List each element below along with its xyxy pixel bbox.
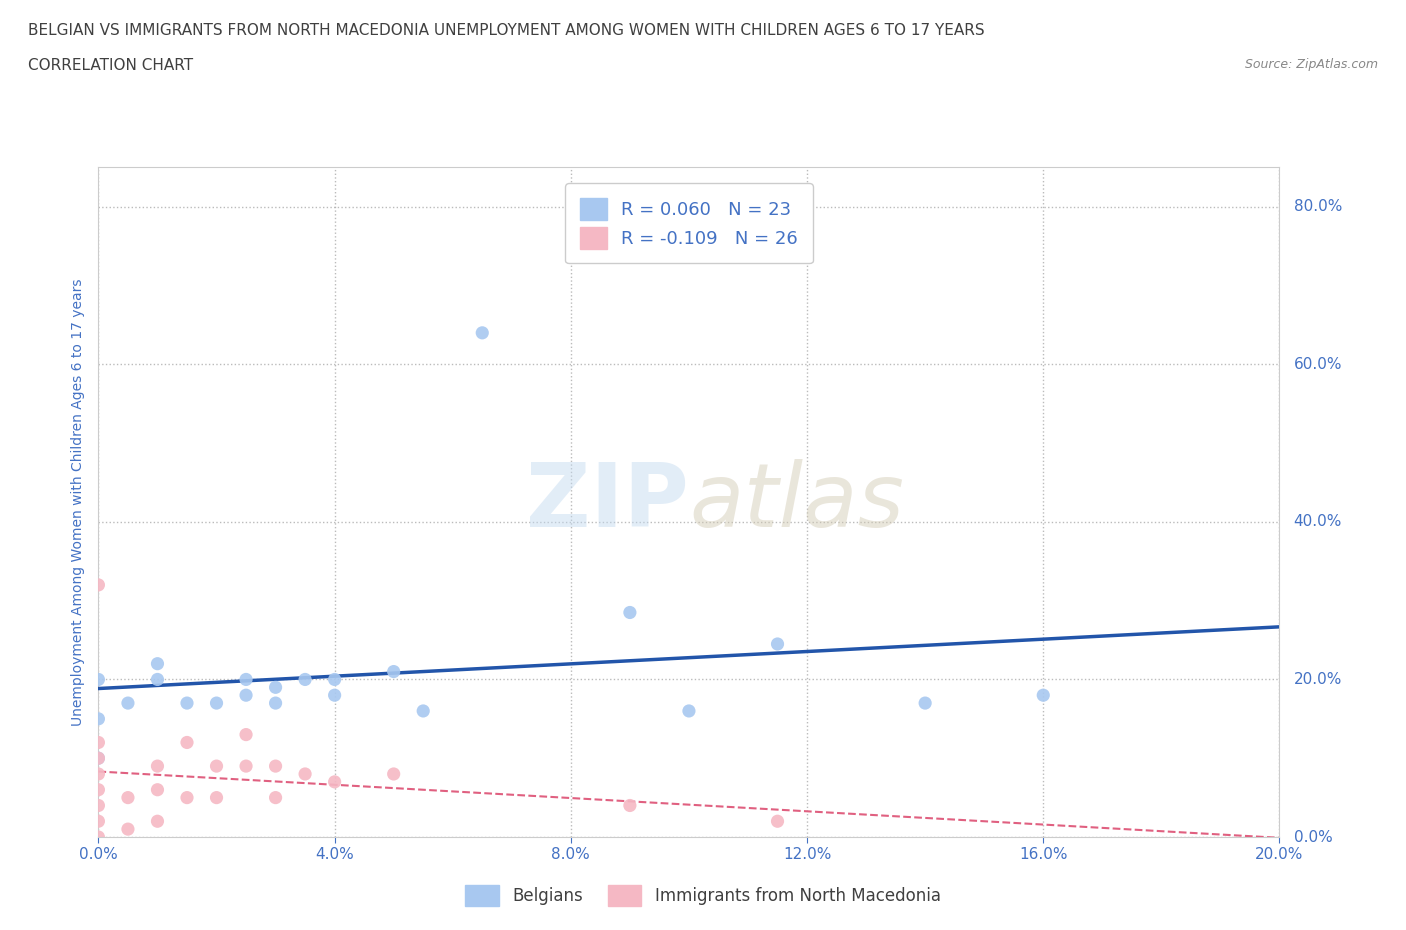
Text: CORRELATION CHART: CORRELATION CHART — [28, 58, 193, 73]
Point — [914, 696, 936, 711]
Point — [87, 814, 110, 829]
Point — [87, 751, 110, 765]
Text: 40.0%: 40.0% — [1294, 514, 1341, 529]
Point — [619, 605, 641, 620]
Point — [176, 790, 198, 805]
Point — [264, 680, 287, 695]
Point — [323, 672, 346, 687]
Point — [117, 790, 139, 805]
Point — [323, 775, 346, 790]
Legend: Belgians, Immigrants from North Macedonia: Belgians, Immigrants from North Macedoni… — [458, 879, 948, 912]
Point — [382, 664, 405, 679]
Point — [1032, 688, 1054, 703]
Point — [235, 688, 257, 703]
Point — [146, 672, 169, 687]
Point — [146, 782, 169, 797]
Point — [87, 766, 110, 781]
Point — [264, 696, 287, 711]
Point — [264, 790, 287, 805]
Point — [87, 672, 110, 687]
Text: atlas: atlas — [689, 459, 904, 545]
Point — [294, 672, 316, 687]
Point — [87, 578, 110, 592]
Point — [264, 759, 287, 774]
Text: 80.0%: 80.0% — [1294, 199, 1341, 214]
Point — [87, 751, 110, 765]
Point — [205, 696, 228, 711]
Text: Source: ZipAtlas.com: Source: ZipAtlas.com — [1244, 58, 1378, 71]
Text: 60.0%: 60.0% — [1294, 357, 1341, 372]
Point — [205, 790, 228, 805]
Point — [678, 703, 700, 718]
Point — [766, 814, 789, 829]
Point — [619, 798, 641, 813]
Point — [382, 766, 405, 781]
Point — [412, 703, 434, 718]
Legend: R = 0.060   N = 23, R = -0.109   N = 26: R = 0.060 N = 23, R = -0.109 N = 26 — [565, 183, 813, 263]
Point — [323, 688, 346, 703]
Point — [146, 657, 169, 671]
Text: BELGIAN VS IMMIGRANTS FROM NORTH MACEDONIA UNEMPLOYMENT AMONG WOMEN WITH CHILDRE: BELGIAN VS IMMIGRANTS FROM NORTH MACEDON… — [28, 23, 984, 38]
Point — [87, 735, 110, 750]
Point — [471, 326, 494, 340]
Point — [146, 814, 169, 829]
Point — [117, 822, 139, 837]
Point — [87, 782, 110, 797]
Point — [117, 696, 139, 711]
Y-axis label: Unemployment Among Women with Children Ages 6 to 17 years: Unemployment Among Women with Children A… — [70, 278, 84, 726]
Point — [176, 696, 198, 711]
Point — [235, 727, 257, 742]
Text: ZIP: ZIP — [526, 458, 689, 546]
Point — [235, 759, 257, 774]
Point — [294, 766, 316, 781]
Text: 0.0%: 0.0% — [1294, 830, 1333, 844]
Point — [87, 711, 110, 726]
Point — [87, 830, 110, 844]
Point — [235, 672, 257, 687]
Text: 20.0%: 20.0% — [1294, 672, 1341, 687]
Point — [205, 759, 228, 774]
Point — [87, 798, 110, 813]
Point — [176, 735, 198, 750]
Point — [146, 759, 169, 774]
Point — [766, 636, 789, 651]
